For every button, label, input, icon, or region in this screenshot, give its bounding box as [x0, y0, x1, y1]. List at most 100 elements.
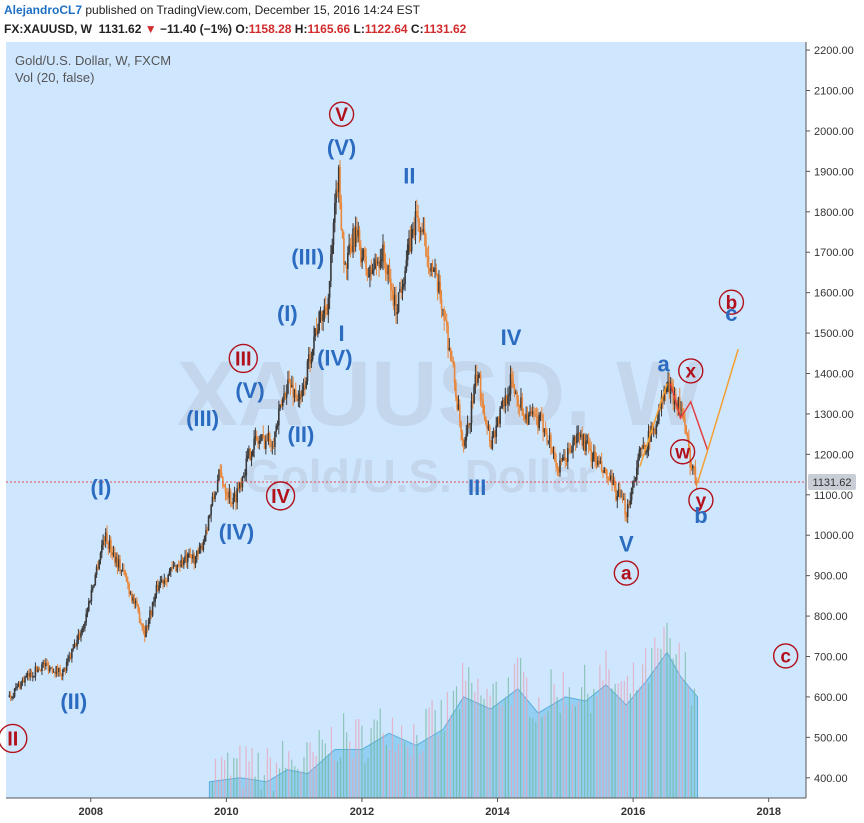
candle-body	[294, 389, 297, 396]
candle-body	[656, 421, 659, 425]
candle-body	[80, 632, 82, 638]
candle-body	[249, 448, 252, 461]
symbol-name: FX:XAUUSD, W	[4, 22, 92, 36]
candle-body	[464, 440, 466, 447]
candle-body	[15, 687, 17, 689]
candle-body	[426, 255, 429, 257]
candle-body	[546, 433, 548, 441]
candle-body	[274, 431, 276, 447]
wave-label: III	[468, 475, 486, 500]
y-tick-label: 1700.00	[814, 247, 854, 259]
candle-body	[41, 664, 43, 672]
candle-body	[270, 441, 272, 447]
candle-body	[427, 255, 430, 269]
candle-body	[186, 554, 189, 563]
candle-body	[348, 244, 350, 253]
candle-body	[455, 382, 457, 398]
candle-body	[116, 557, 119, 568]
candle-body	[662, 396, 664, 401]
candle-body	[524, 416, 526, 420]
candle-body	[285, 393, 288, 398]
candle-body	[663, 389, 665, 401]
candle-body	[242, 476, 245, 478]
candle-body	[513, 387, 516, 394]
chart-svg[interactable]: XAUUSD, W Gold/U.S. Dollar II (II) (I) (III…	[0, 40, 864, 823]
candle-body	[422, 229, 425, 232]
candle-body	[498, 417, 500, 424]
candle-body	[378, 261, 380, 268]
candle-body	[89, 600, 91, 602]
candle-body	[86, 610, 89, 614]
wave-label-circle	[772, 643, 799, 669]
watermark-symbol: XAUUSD, W	[177, 343, 704, 445]
candle-body	[585, 440, 587, 451]
candle-body	[435, 268, 438, 274]
wave-label: b	[694, 503, 707, 528]
author-link[interactable]: AlejandroCL7	[4, 3, 83, 17]
candle-body	[332, 222, 335, 246]
x-tick-label: 2016	[621, 806, 645, 818]
candle-body	[25, 676, 28, 678]
candle-body	[503, 399, 505, 406]
candle-body	[38, 669, 41, 670]
x-axis[interactable]: 2008 2010 2012 2014 2016 2018	[79, 798, 781, 818]
close-label: C:	[410, 22, 424, 36]
candle-body	[26, 673, 29, 677]
candle-body	[167, 574, 169, 582]
candle-body	[397, 292, 400, 312]
candle-body	[237, 488, 240, 489]
candle-body	[655, 424, 658, 435]
candle-body	[223, 485, 225, 488]
candle-body	[298, 393, 301, 400]
candle-body	[490, 441, 492, 449]
wave-label: (V)	[327, 135, 356, 160]
candle-body	[168, 571, 171, 575]
candle-body	[419, 230, 422, 233]
candle-body	[166, 581, 168, 583]
candle-body	[229, 491, 232, 504]
open-label: O:	[235, 22, 249, 36]
y-tick-label: 1100.00	[814, 490, 853, 502]
candle-body	[194, 556, 197, 565]
candle-body	[73, 643, 76, 649]
candle-body	[153, 601, 155, 603]
candle-body	[373, 268, 375, 271]
candle-body	[485, 416, 487, 424]
candle-body	[561, 457, 564, 461]
candle-body	[128, 583, 130, 594]
candle-body	[357, 230, 360, 237]
candle-body	[21, 680, 24, 683]
candle-body	[98, 560, 101, 569]
wave-label: IV	[501, 325, 522, 350]
projection-line	[669, 383, 709, 451]
candle-body	[233, 493, 236, 498]
candle-body	[637, 457, 639, 468]
x-tick-label: 2012	[350, 806, 374, 818]
candle-body	[177, 564, 180, 566]
candle-body	[512, 379, 514, 388]
candle-body	[633, 480, 636, 482]
candle-body	[582, 434, 585, 446]
candle-body	[81, 627, 84, 633]
candle-body	[205, 529, 207, 536]
candle-body	[548, 435, 551, 441]
candle-body	[261, 434, 263, 441]
candle-body	[557, 467, 560, 473]
candle-body	[660, 396, 663, 409]
candle-body	[262, 434, 265, 438]
candle-body	[149, 610, 151, 620]
y-axis[interactable]: 2200.00 2100.00 2000.00 1900.00 1800.00 1700.…	[806, 45, 854, 785]
wave-label: (II)	[60, 689, 87, 714]
candle-body	[306, 361, 309, 382]
candle-body	[685, 425, 688, 434]
candle-body	[349, 244, 352, 246]
candle-body	[389, 278, 392, 290]
candle-body	[481, 399, 483, 402]
y-tick-label: 900.00	[814, 571, 848, 583]
candle-body	[565, 460, 568, 462]
candle-body	[629, 500, 632, 506]
candle-body	[56, 666, 59, 673]
candle-body	[347, 252, 349, 269]
candle-body	[296, 395, 298, 401]
candle-body	[556, 466, 559, 468]
